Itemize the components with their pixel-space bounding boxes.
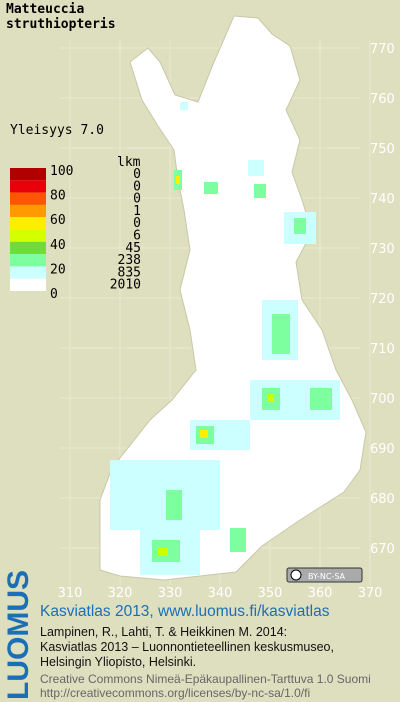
frequency: Yleisyys 7.0 (10, 123, 104, 138)
cc-icon (290, 569, 302, 581)
count: 238 (118, 253, 141, 268)
x-tick-label: 350 (258, 586, 283, 601)
legend-swatch (10, 254, 46, 267)
legend-label: 20 (50, 262, 66, 277)
y-tick-label: 720 (370, 292, 395, 307)
legend-label: 0 (50, 287, 58, 302)
license: http://creativecommons.org/licenses/by-n… (40, 686, 310, 700)
finland (99, 15, 367, 581)
y-tick-label: 710 (370, 342, 395, 357)
legend-label: 80 (50, 189, 66, 204)
occurrence-squares (110, 102, 340, 575)
y-tick-label: 670 (370, 542, 395, 557)
count: 6 (133, 229, 141, 244)
y-tick-label: 730 (370, 242, 395, 257)
square (272, 314, 290, 354)
square (254, 184, 266, 198)
square (248, 160, 264, 176)
legend-swatch (10, 192, 46, 205)
badge-box (286, 567, 363, 583)
y-tick-label: 700 (370, 392, 395, 407)
legend-swatch (10, 266, 46, 279)
square (166, 490, 182, 520)
legend-swatch (10, 180, 46, 193)
count: 0 (133, 179, 141, 194)
axis-labels: 770 760 750 740 730 720 710 700 690 680 670 310 320 3… (58, 42, 395, 601)
count: 45 (125, 241, 141, 256)
count: 835 (118, 265, 141, 280)
license-badge: BY-NC-SA (286, 567, 363, 583)
square (310, 388, 332, 410)
species-name: Matteuccia (6, 2, 84, 17)
square (180, 102, 188, 110)
legend-swatch (10, 217, 46, 230)
square (268, 394, 274, 402)
square (200, 430, 208, 438)
square (158, 548, 168, 556)
y-tick-label: 760 (370, 92, 395, 107)
count: 0 (133, 192, 141, 207)
legend-label: 40 (50, 238, 66, 253)
y-tick-label: 690 (370, 442, 395, 457)
square (176, 176, 180, 184)
legend-swatch (10, 241, 46, 255)
legend-swatch (10, 168, 46, 181)
y-tick-label: 770 (370, 42, 395, 57)
x-tick-label: 360 (308, 586, 333, 601)
square (294, 218, 306, 234)
square (204, 182, 218, 194)
count: 0 (133, 167, 141, 182)
x-tick-label: 330 (158, 586, 183, 601)
x-tick-label: 310 (58, 586, 83, 601)
y-tick-label: 740 (370, 192, 395, 207)
badge-text: BY-NC-SA (308, 572, 346, 581)
count-header: lkm (117, 155, 141, 170)
legend-swatch (10, 229, 46, 242)
legend-swatch (10, 204, 46, 218)
species-name: struthiopteris (6, 17, 116, 32)
x-tick-label: 370 (358, 586, 383, 601)
count: 0 (133, 216, 141, 231)
count: 1 (133, 204, 141, 219)
brand: LUOMUS (2, 570, 35, 700)
license: Creative Commons Nimeä-Epäkaupallinen-Ta… (40, 672, 371, 686)
citation: Lampinen, R., Lahti, T. & Heikkinen M. 2… (40, 625, 287, 639)
legend-label: 100 (50, 164, 73, 179)
square (110, 460, 220, 530)
legend-swatch (10, 278, 46, 291)
count: 2010 (110, 278, 141, 293)
x-tick-label: 340 (208, 586, 233, 601)
y-tick-label: 750 (370, 142, 395, 157)
x-tick-label: 320 (108, 586, 133, 601)
square (230, 528, 246, 552)
legend-label: 60 (50, 213, 66, 228)
citation: Kasviatlas 2013 – Luonnontieteellinen ke… (40, 640, 334, 654)
headline: Kasviatlas 2013, www.luomus.fi/kasviatla… (40, 603, 330, 620)
y-tick-label: 680 (370, 492, 395, 507)
citation: Helsingin Yliopisto, Helsinki. (40, 655, 196, 669)
